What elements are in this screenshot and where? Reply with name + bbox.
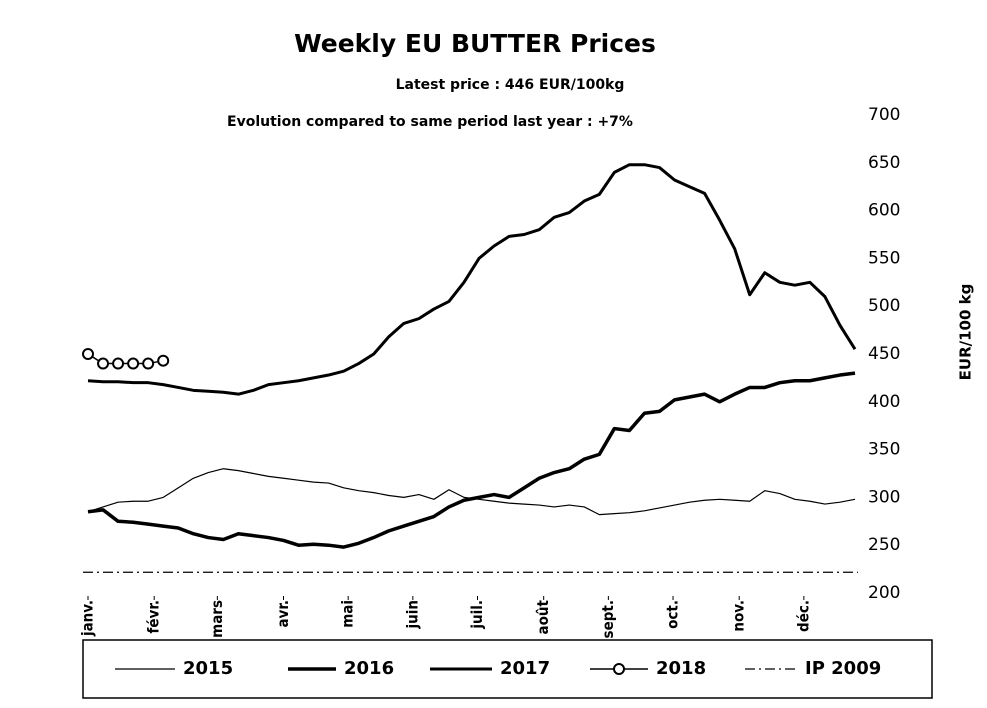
legend-label: IP 2009 bbox=[805, 658, 881, 679]
series-line bbox=[87, 468, 856, 516]
y-tick-label: 300 bbox=[868, 487, 900, 507]
legend-label: 2016 bbox=[344, 658, 394, 679]
series-line bbox=[87, 371, 856, 549]
annotation: Evolution compared to same period last y… bbox=[227, 114, 633, 130]
y-axis-label: EUR/100 kg bbox=[957, 284, 975, 381]
subtitle: Latest price : 446 EUR/100kg bbox=[396, 77, 625, 93]
x-tick-label: avr. bbox=[274, 600, 292, 628]
x-tick-label: sept. bbox=[599, 600, 617, 638]
y-tick-label: 700 bbox=[868, 105, 900, 125]
y-tick-label: 200 bbox=[868, 583, 900, 603]
series-marker bbox=[97, 357, 110, 370]
y-tick-label: 650 bbox=[868, 153, 900, 173]
x-tick-label: nov. bbox=[730, 600, 748, 632]
x-tick-label: oct. bbox=[664, 600, 682, 629]
series-marker bbox=[142, 357, 155, 370]
x-tick-label: mai bbox=[339, 600, 357, 628]
y-tick-label: 250 bbox=[868, 535, 900, 555]
x-tick-label: févr. bbox=[145, 600, 163, 633]
y-tick-label: 600 bbox=[868, 201, 900, 221]
legend-marker bbox=[613, 663, 625, 675]
series-marker bbox=[127, 357, 140, 370]
x-tick-label: août bbox=[534, 599, 552, 634]
legend-label: 2017 bbox=[500, 658, 550, 679]
chart-title: Weekly EU BUTTER Prices bbox=[294, 29, 656, 58]
y-tick-label: 500 bbox=[868, 296, 900, 316]
x-tick-label: juin bbox=[403, 600, 421, 629]
y-tick-label: 550 bbox=[868, 248, 900, 268]
y-tick-label: 400 bbox=[868, 392, 900, 412]
series-marker bbox=[157, 354, 170, 367]
legend-box bbox=[82, 639, 933, 699]
x-tick-label: juil. bbox=[468, 600, 486, 630]
legend-label: 2015 bbox=[183, 658, 233, 679]
series-line bbox=[87, 163, 857, 396]
x-tick-label: mars bbox=[208, 600, 226, 638]
x-tick-label: janv. bbox=[79, 600, 97, 637]
y-tick-label: 450 bbox=[868, 344, 900, 364]
y-tick-label: 350 bbox=[868, 440, 900, 460]
series-marker bbox=[82, 348, 94, 360]
x-tick-label: déc. bbox=[794, 600, 812, 632]
legend-label: 2018 bbox=[656, 658, 706, 679]
series-marker bbox=[112, 357, 125, 370]
